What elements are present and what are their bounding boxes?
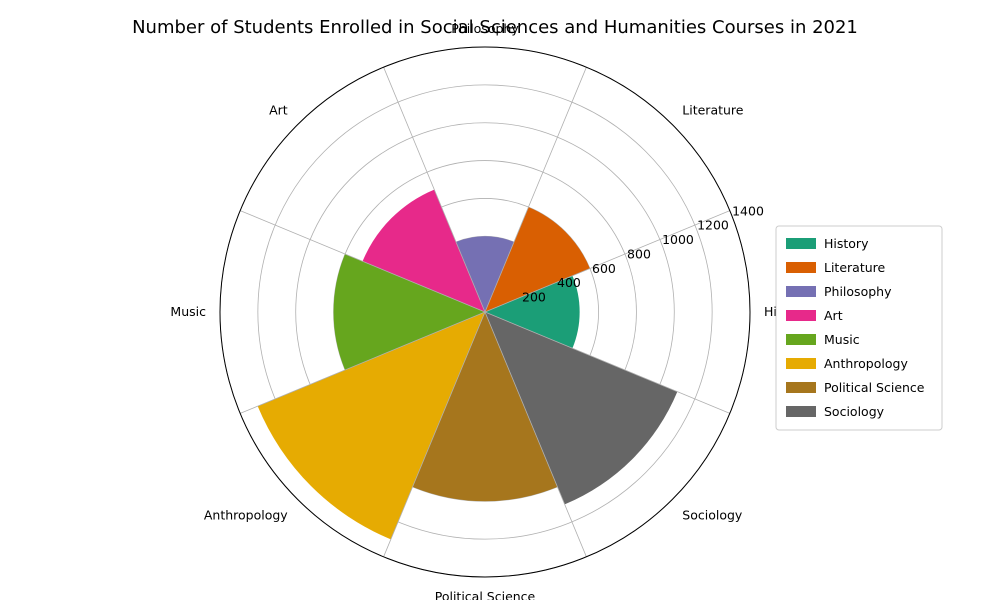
legend-swatch-anthropology [786, 358, 816, 369]
radial-tick-1200: 1200 [697, 218, 729, 233]
bar-literature [485, 207, 590, 312]
radial-tick-200: 200 [522, 290, 546, 305]
legend-swatch-philosophy [786, 286, 816, 297]
category-label-art: Art [269, 103, 288, 118]
radial-tick-1400: 1400 [732, 203, 764, 218]
bar-sociology [485, 312, 678, 505]
spoke-line [240, 311, 486, 414]
legend-entry-literature: Literature [824, 260, 886, 275]
bars [257, 189, 678, 540]
legend-swatch-sociology [786, 406, 816, 417]
bar-music [333, 254, 485, 370]
legend-frame [775, 225, 943, 431]
legend-entry-music: Music [824, 332, 860, 347]
spoke-line [484, 210, 730, 313]
legend-entry-philosophy: Philosophy [824, 284, 892, 299]
category-label-music: Music [170, 304, 206, 319]
bar-art [362, 189, 485, 312]
legend-swatch-art [786, 310, 816, 321]
grid-circle-1000 [295, 122, 675, 502]
legend-swatch-political-science [786, 382, 816, 393]
spoke-line [383, 67, 486, 313]
chart-title: Number of Students Enrolled in Social Sc… [132, 17, 858, 38]
bar-history [485, 275, 580, 349]
legend-entry-anthropology: Anthropology [824, 356, 908, 371]
radial-tick-800: 800 [627, 246, 651, 261]
radial-tick-600: 600 [592, 261, 616, 276]
legend-entry-political-science: Political Science [824, 380, 925, 395]
legend-swatch-literature [786, 262, 816, 273]
legend-swatch-music [786, 334, 816, 345]
category-label-literature: Literature [682, 103, 744, 118]
legend: History Literature Philosophy Art Music Anthr… [775, 225, 943, 431]
category-label-philosophy: Philosophy [451, 21, 519, 36]
radial-tick-400: 400 [557, 275, 581, 290]
spoke-line [240, 210, 486, 313]
legend-entry-history: History [824, 236, 869, 251]
polar-frame [219, 46, 751, 578]
spoke-line [383, 311, 486, 557]
bar-philosophy [456, 236, 514, 312]
spoke-line [484, 311, 587, 557]
category-label-sociology: Sociology [682, 507, 743, 522]
category-label-political-science: Political Science [435, 589, 536, 600]
legend-entry-art: Art [824, 308, 843, 323]
spoke-line [484, 67, 587, 313]
radial-tick-1000: 1000 [662, 232, 694, 247]
legend-entry-sociology: Sociology [824, 404, 885, 419]
spoke-line [484, 311, 730, 414]
category-label-anthropology: Anthropology [204, 507, 288, 522]
bar-political-science [412, 312, 558, 502]
grid-circle-1200 [257, 84, 713, 540]
legend-swatch-history [786, 238, 816, 249]
bar-anthropology [257, 312, 485, 540]
angular-gridlines [240, 67, 730, 557]
